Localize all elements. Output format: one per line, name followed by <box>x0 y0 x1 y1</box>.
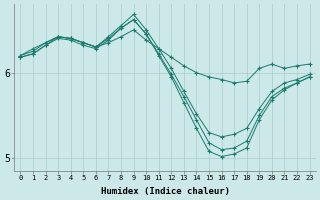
X-axis label: Humidex (Indice chaleur): Humidex (Indice chaleur) <box>100 187 229 196</box>
